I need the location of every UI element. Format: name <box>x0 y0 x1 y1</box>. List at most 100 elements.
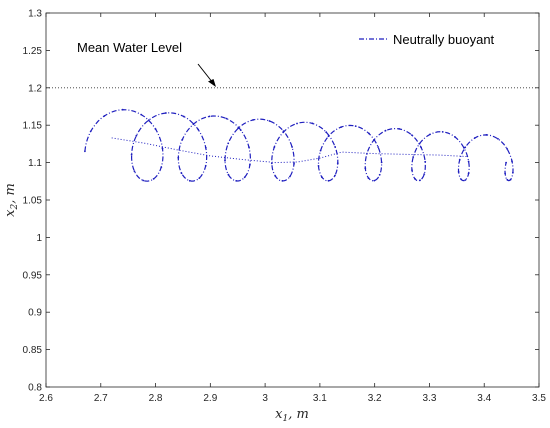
series-neutrally-buoyant-point <box>506 178 509 181</box>
series-neutrally-buoyant-point <box>334 146 336 148</box>
series-neutrally-buoyant-point <box>274 175 277 177</box>
x-axis-label: x1, m <box>275 407 309 424</box>
series-neutrally-buoyant-point <box>340 126 342 128</box>
series-neutrally-buoyant-point <box>103 115 106 117</box>
series-neutrally-buoyant-point <box>441 131 444 133</box>
series-neutrally-buoyant-point <box>454 136 456 138</box>
y-tick-label: 1 <box>36 233 42 244</box>
series-neutrally-buoyant-point <box>327 179 330 182</box>
series-neutrally-buoyant-point <box>460 178 463 181</box>
series-neutrally-buoyant-point <box>140 113 143 116</box>
series-neutrally-buoyant-point <box>121 108 124 111</box>
y-tick-label: 1.1 <box>28 158 42 169</box>
series-neutrally-buoyant-point <box>311 122 314 125</box>
legend-entry-neutrally-buoyant: Neutrally buoyant <box>393 32 495 47</box>
series-neutrally-buoyant-point <box>467 172 470 175</box>
series-neutrally-buoyant-point <box>373 139 375 141</box>
tick-layer: 2.6 2.7 2.8 2.9 3 3.1 3.2 3.3 3.4 3.5 0.8 0.85 0.9 0.… <box>23 9 547 405</box>
series-neutrally-buoyant-point <box>243 176 246 179</box>
series-neutrally-buoyant-point <box>429 133 431 136</box>
series-neutrally-buoyant-point <box>467 160 470 163</box>
x-tick-label: 3 <box>262 393 268 404</box>
series-neutrally-buoyant-point <box>237 127 240 130</box>
series-neutrally-buoyant-point <box>398 127 400 130</box>
series-neutrally-buoyant-point <box>457 171 460 173</box>
x-tick-label: 3.3 <box>422 393 436 404</box>
series-neutrally-buoyant-point <box>364 167 367 170</box>
series-neutrally-buoyant-point <box>188 179 191 182</box>
series-neutrally-buoyant-point <box>509 178 512 181</box>
series-neutrally-buoyant-point <box>252 119 255 121</box>
series-neutrally-buoyant-point <box>224 159 226 162</box>
series-neutrally-buoyant-point <box>412 156 415 158</box>
x-axis-label-unit: , m <box>288 407 309 422</box>
series-neutrally-buoyant-point <box>423 173 426 176</box>
series-neutrally-buoyant-point <box>458 159 461 161</box>
series-neutrally-buoyant-point <box>424 160 427 163</box>
series-neutrally-buoyant-point <box>270 162 273 165</box>
series-neutrally-buoyant-point <box>497 138 499 140</box>
x-tick-label: 2.7 <box>94 393 108 404</box>
x-tick-label: 3.2 <box>368 393 382 404</box>
series-neutrally-buoyant-point <box>485 134 488 136</box>
series-neutrally-buoyant-point <box>317 165 320 167</box>
series-neutrally-buoyant-line <box>84 109 514 182</box>
series-neutrally-buoyant-point <box>204 165 207 167</box>
series-neutrally-buoyant-point <box>273 146 276 149</box>
y-tick-label: 1.25 <box>23 46 43 57</box>
series-neutrally-buoyant-point <box>506 147 508 150</box>
x-tick-label: 2.8 <box>149 393 163 404</box>
x-tick-label: 3.1 <box>313 393 327 404</box>
series-mean-path-line <box>111 137 468 164</box>
annotation-mean-water-level: Mean Water Level <box>77 40 182 55</box>
series-layer <box>84 108 514 182</box>
series-neutrally-buoyant-point <box>249 163 251 166</box>
series-neutrally-buoyant-point <box>319 149 322 152</box>
y-tick-label: 0.9 <box>28 308 42 319</box>
series-neutrally-buoyant-point <box>180 172 183 175</box>
series-neutrally-buoyant-point <box>192 123 195 126</box>
x-axis-label-var: x <box>275 407 283 422</box>
series-neutrally-buoyant-point <box>281 180 284 182</box>
series-neutrally-buoyant-point <box>225 117 228 120</box>
series-neutrally-buoyant-point <box>511 160 513 163</box>
x-tick-label: 3.4 <box>477 393 491 404</box>
annotation-arrow <box>197 63 214 84</box>
series-neutrally-buoyant-point <box>197 128 200 131</box>
series-neutrally-buoyant-point <box>378 173 381 176</box>
series-neutrally-buoyant-point <box>177 156 180 159</box>
series-neutrally-buoyant-point <box>248 146 250 149</box>
x-tick-label: 3.5 <box>532 393 546 404</box>
series-neutrally-buoyant-point <box>130 153 133 156</box>
series-neutrally-buoyant-point <box>296 122 298 125</box>
series-neutrally-buoyant-point <box>147 119 150 121</box>
series-neutrally-buoyant-point <box>414 177 416 180</box>
annotation-arrowhead <box>208 79 216 87</box>
series-neutrally-buoyant-point <box>321 176 323 179</box>
y-axis-label: x2, m <box>3 183 20 217</box>
series-neutrally-buoyant-point <box>325 131 328 134</box>
series-neutrally-buoyant-point <box>420 146 422 149</box>
series-neutrally-buoyant-point <box>512 171 514 174</box>
series-neutrally-buoyant-point <box>327 135 330 138</box>
series-neutrally-buoyant-point <box>384 129 387 132</box>
x-tick-label: 2.6 <box>39 393 53 404</box>
legend: Neutrally buoyant <box>359 32 495 47</box>
series-neutrally-buoyant-point <box>142 179 145 182</box>
series-neutrally-buoyant-point <box>181 138 184 141</box>
series-neutrally-buoyant-point <box>198 177 201 180</box>
series-neutrally-buoyant-point <box>160 166 163 169</box>
series-neutrally-buoyant-point <box>133 170 136 173</box>
series-neutrally-buoyant-point <box>227 173 230 176</box>
y-tick-label: 1.05 <box>23 196 43 207</box>
series-neutrally-buoyant-point <box>282 131 285 134</box>
series-neutrally-buoyant-point <box>380 161 383 164</box>
series-neutrally-buoyant-point <box>336 162 339 165</box>
series-neutrally-buoyant-point <box>419 179 421 182</box>
y-tick-label: 1.2 <box>28 83 42 94</box>
series-neutrally-buoyant-point <box>208 115 211 118</box>
series-neutrally-buoyant-point <box>473 137 476 139</box>
series-neutrally-buoyant-point <box>161 147 164 150</box>
y-tick-label: 0.95 <box>23 270 43 281</box>
series-neutrally-buoyant-point <box>291 146 293 148</box>
